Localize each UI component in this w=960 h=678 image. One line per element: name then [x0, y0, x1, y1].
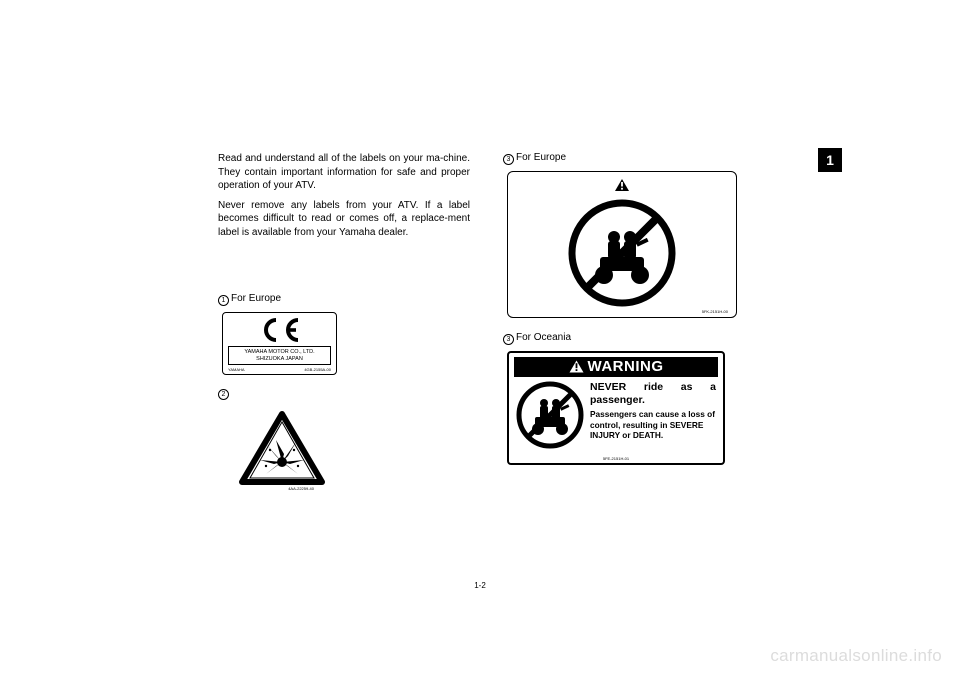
- warning-header: WARNING: [514, 357, 718, 377]
- page-tab: 1: [818, 148, 842, 172]
- intro-paragraph-2: Never remove any labels from your ATV. I…: [218, 199, 470, 240]
- ce-footer-left: YAMAHA: [228, 367, 245, 372]
- label-1-number: 1: [218, 295, 229, 306]
- label-3oc-caption: 3For Oceania: [503, 332, 755, 345]
- label-2-number: 2: [218, 389, 229, 400]
- ce-mark-icon: [228, 317, 331, 346]
- no-passenger-icon: [568, 199, 676, 307]
- label-3eu-caption-text: For Europe: [516, 152, 566, 163]
- left-column: Read and understand all of the labels on…: [218, 152, 470, 492]
- label-3eu-caption: 3For Europe: [503, 152, 755, 165]
- ce-company-line2: SHIZUOKA JAPAN: [231, 356, 328, 363]
- ce-footer-right: 4GB-2155A-00: [304, 367, 331, 372]
- right-column: 3For Europe: [503, 152, 755, 465]
- label-1-caption: 1For Europe: [218, 293, 470, 306]
- intro-paragraph-1: Read and understand all of the labels on…: [218, 152, 470, 193]
- warning-alert-icon: [569, 360, 584, 373]
- explosion-triangle-label: 4AA-22259-40: [236, 410, 470, 492]
- warning-text: NEVER ride as a passenger. Passengers ca…: [590, 381, 716, 454]
- watermark: carmanualsonline.info: [770, 646, 942, 666]
- label-3eu-number: 3: [503, 154, 514, 165]
- label-1-caption-text: For Europe: [231, 293, 281, 304]
- warning-body: NEVER ride as a passenger. Passengers ca…: [514, 377, 718, 454]
- warning-oceania-label: WARNING: [507, 351, 725, 465]
- ce-footer: YAMAHA 4GB-2155A-00: [228, 367, 331, 372]
- label-3oc-code: 5FE-2151H-01: [514, 456, 718, 461]
- warning-header-text: WARNING: [588, 358, 664, 375]
- warning-subtext: Passengers can cause a loss of control, …: [590, 409, 716, 440]
- ce-company-line1: YAMAHA MOTOR CO., LTD.: [231, 349, 328, 356]
- label-2-code-svg: 4AA-22259-40: [288, 486, 315, 491]
- page-number: 1-2: [0, 581, 960, 590]
- no-passenger-europe-label: 5FK-2151H-00: [507, 171, 737, 318]
- warning-line1: NEVER ride as a passenger.: [590, 381, 716, 407]
- ce-company-box: YAMAHA MOTOR CO., LTD. SHIZUOKA JAPAN: [228, 346, 331, 365]
- alert-triangle-icon: [516, 178, 728, 197]
- ce-label: YAMAHA MOTOR CO., LTD. SHIZUOKA JAPAN YA…: [222, 312, 337, 375]
- label-3oc-caption-text: For Oceania: [516, 332, 571, 343]
- page-canvas: 1 Read and understand all of the labels …: [0, 0, 960, 678]
- label-3oc-number: 3: [503, 334, 514, 345]
- warning-pictogram: [516, 381, 584, 454]
- label-2-caption: 2: [218, 387, 470, 400]
- page-tab-number: 1: [826, 152, 834, 168]
- label-3eu-code: 5FK-2151H-00: [516, 309, 728, 314]
